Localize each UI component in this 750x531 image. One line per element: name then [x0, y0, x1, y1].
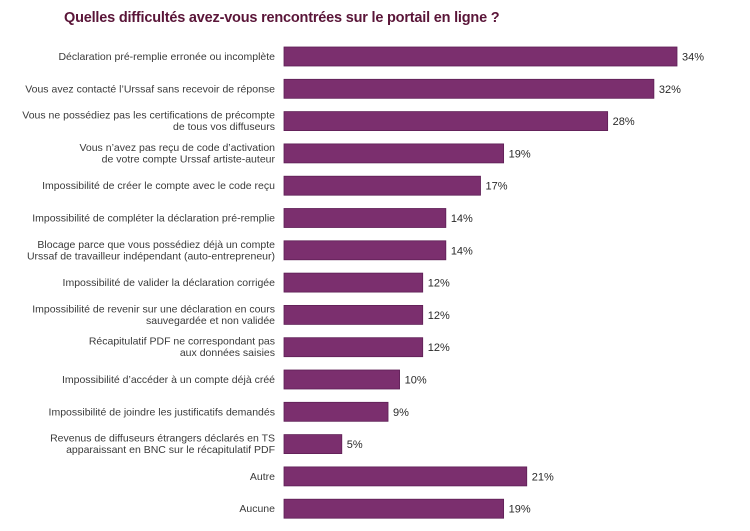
- category-label: Déclaration pré-remplie erronée ou incom…: [58, 51, 275, 63]
- bar: [283, 175, 481, 196]
- category-label-line: Urssaf de travailleur indépendant (auto-…: [27, 250, 275, 262]
- value-label: 12%: [428, 278, 450, 290]
- value-label: 9%: [393, 407, 409, 419]
- category-label: Aucune: [239, 503, 275, 515]
- category-label: Vous ne possédiez pas les certifications…: [22, 110, 275, 134]
- bar-row: Vous avez contacté l’Urssaf sans recevoi…: [25, 78, 681, 99]
- category-label-line: Aucune: [239, 503, 275, 515]
- value-label: 10%: [405, 375, 427, 387]
- category-label-line: Vous n’avez pas reçu de code d’activatio…: [79, 142, 275, 154]
- value-label: 17%: [486, 181, 508, 193]
- category-label-line: Blocage parce que vous possédiez déjà un…: [37, 239, 275, 251]
- bar-row: Impossibilité de créer le compte avec le…: [42, 175, 508, 196]
- category-label-line: Déclaration pré-remplie erronée ou incom…: [58, 51, 275, 63]
- bar-row: Impossibilité de valider la déclaration …: [63, 272, 450, 293]
- value-label: 14%: [451, 245, 473, 257]
- value-label: 12%: [428, 342, 450, 354]
- category-label-line: Impossibilité de revenir sur une déclara…: [32, 303, 275, 315]
- value-label: 14%: [451, 213, 473, 225]
- bar-row: Impossibilité d’accéder à un compte déjà…: [62, 369, 427, 390]
- bar: [283, 46, 678, 67]
- bar: [283, 208, 447, 228]
- category-label-line: Vous ne possédiez pas les certifications…: [22, 110, 275, 122]
- value-label: 28%: [613, 116, 635, 128]
- value-label: 5%: [347, 439, 363, 451]
- category-label: Impossibilité d’accéder à un compte déjà…: [62, 374, 275, 386]
- category-label: Impossibilité de joindre les justificati…: [49, 406, 275, 418]
- value-label: 34%: [682, 52, 704, 64]
- bar-row: Revenus de diffuseurs étrangers déclarés…: [50, 433, 363, 457]
- category-label-line: Impossibilité de valider la déclaration …: [63, 277, 276, 289]
- chart-title: Quelles difficultés avez-vous rencontrée…: [64, 10, 500, 26]
- bar-row: Récapitulatif PDF ne correspondant pas au…: [89, 336, 450, 360]
- category-label-line: sauvegardée et non validée: [146, 315, 275, 327]
- bar-row: Impossibilité de joindre les justificati…: [49, 401, 409, 422]
- category-label: Récapitulatif PDF ne correspondant pas au…: [89, 336, 275, 360]
- bar: [283, 143, 505, 164]
- category-label-line: de votre compte Urssaf artiste-auteur: [102, 153, 276, 165]
- category-label: Impossibilité de valider la déclaration …: [63, 277, 276, 289]
- category-label-line: Revenus de diffuseurs étrangers déclarés…: [50, 433, 275, 445]
- category-label-line: de tous vos diffuseurs: [173, 121, 275, 133]
- bar-row: Blocage parce que vous possédiez déjà un…: [27, 239, 473, 262]
- bar: [283, 272, 424, 293]
- category-label-line: Impossibilité de créer le compte avec le…: [42, 180, 275, 192]
- category-label-line: Vous avez contacté l’Urssaf sans recevoi…: [25, 83, 275, 95]
- category-label: Vous n’avez pas reçu de code d’activatio…: [79, 142, 275, 166]
- bar-row: Impossibilité de compléter la déclaratio…: [32, 208, 473, 228]
- bar: [283, 466, 528, 487]
- bar-row: Vous n’avez pas reçu de code d’activatio…: [79, 142, 530, 166]
- category-label-line: aux données saisies: [180, 347, 275, 359]
- category-label-line: Impossibilité de joindre les justificati…: [49, 406, 275, 418]
- value-label: 19%: [509, 148, 531, 160]
- category-label-line: Autre: [250, 471, 275, 483]
- category-label: Blocage parce que vous possédiez déjà un…: [27, 239, 275, 262]
- bar-row: Impossibilité de revenir sur une déclara…: [32, 303, 450, 327]
- category-label: Impossibilité de compléter la déclaratio…: [32, 213, 275, 225]
- category-label-line: apparaissant en BNC sur le récapitulatif…: [66, 444, 275, 456]
- value-label: 21%: [532, 471, 554, 483]
- value-label: 12%: [428, 310, 450, 322]
- category-label-line: Récapitulatif PDF ne correspondant pas: [89, 336, 275, 348]
- bar: [283, 240, 447, 261]
- bar: [283, 401, 389, 422]
- category-label-line: Impossibilité d’accéder à un compte déjà…: [62, 374, 275, 386]
- bar: [283, 78, 655, 99]
- bar-row: Déclaration pré-remplie erronée ou incom…: [58, 46, 704, 67]
- category-label-line: Impossibilité de compléter la déclaratio…: [32, 213, 275, 225]
- category-label: Vous avez contacté l’Urssaf sans recevoi…: [25, 83, 275, 95]
- bar: [283, 498, 505, 519]
- bar: [283, 304, 424, 325]
- category-label: Impossibilité de créer le compte avec le…: [42, 180, 275, 192]
- bar-row: Autre 21%: [250, 466, 554, 487]
- value-label: 19%: [509, 504, 531, 516]
- bar-row: Vous ne possédiez pas les certifications…: [22, 110, 635, 134]
- bar: [283, 369, 400, 390]
- bar: [283, 111, 609, 131]
- category-label: Revenus de diffuseurs étrangers déclarés…: [50, 433, 275, 457]
- category-label: Autre: [250, 471, 275, 483]
- bar: [283, 337, 424, 358]
- category-label: Impossibilité de revenir sur une déclara…: [32, 303, 275, 327]
- bar: [283, 434, 343, 455]
- bar-row: Aucune 19%: [239, 498, 531, 519]
- value-label: 32%: [659, 84, 681, 96]
